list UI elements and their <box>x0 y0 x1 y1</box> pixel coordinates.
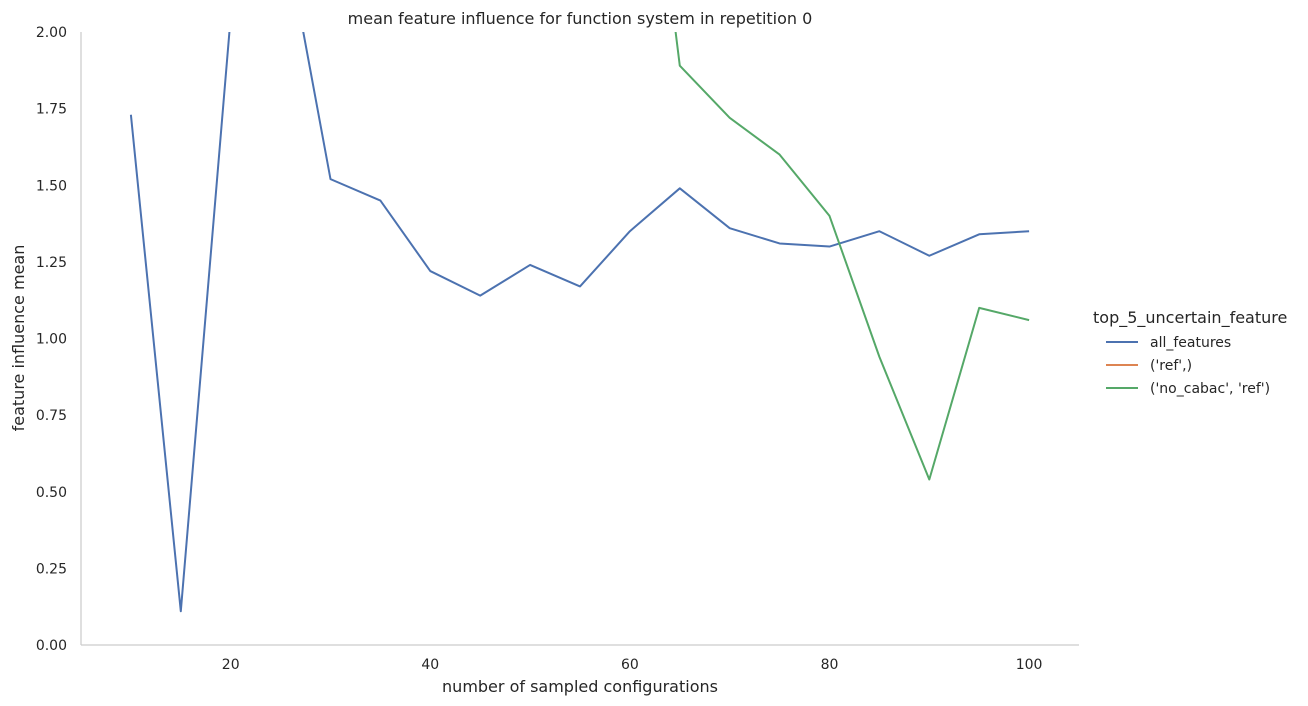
legend-items: all_features ('ref',) ('no_cabac', 'ref') <box>1106 335 1270 397</box>
y-ticks: 0.00 0.25 0.50 0.75 1.00 1.25 1.50 1.75 2.00 <box>36 25 67 654</box>
x-tick-label: 40 <box>421 657 439 673</box>
legend-title: top_5_uncertain_feature <box>1093 308 1287 328</box>
legend-label: ('ref',) <box>1150 358 1192 374</box>
x-tick-label: 100 <box>1016 657 1043 673</box>
legend-label: all_features <box>1150 335 1231 351</box>
series-line <box>674 32 1030 481</box>
series-line <box>129 32 1030 613</box>
x-tick-label: 20 <box>222 657 240 673</box>
y-tick-label: 0.25 <box>36 561 67 577</box>
y-tick-label: 1.50 <box>36 178 67 194</box>
y-tick-label: 2.00 <box>36 25 67 41</box>
legend-label: ('no_cabac', 'ref') <box>1150 381 1270 397</box>
x-tick-label: 80 <box>821 657 839 673</box>
x-tick-label: 60 <box>621 657 639 673</box>
y-tick-label: 1.25 <box>36 255 67 271</box>
x-ticks: 20 40 60 80 100 <box>222 657 1043 673</box>
y-tick-label: 0.00 <box>36 638 67 654</box>
x-axis-label: number of sampled configurations <box>442 677 718 696</box>
y-tick-label: 0.50 <box>36 485 67 501</box>
y-axis-label: feature influence mean <box>9 245 28 432</box>
legend: top_5_uncertain_feature all_features ('re… <box>1093 308 1287 397</box>
y-tick-label: 1.00 <box>36 332 67 348</box>
chart-title: mean feature influence for function syst… <box>348 9 813 28</box>
y-tick-label: 1.75 <box>36 102 67 118</box>
series-layer <box>129 32 1030 613</box>
y-tick-label: 0.75 <box>36 408 67 424</box>
